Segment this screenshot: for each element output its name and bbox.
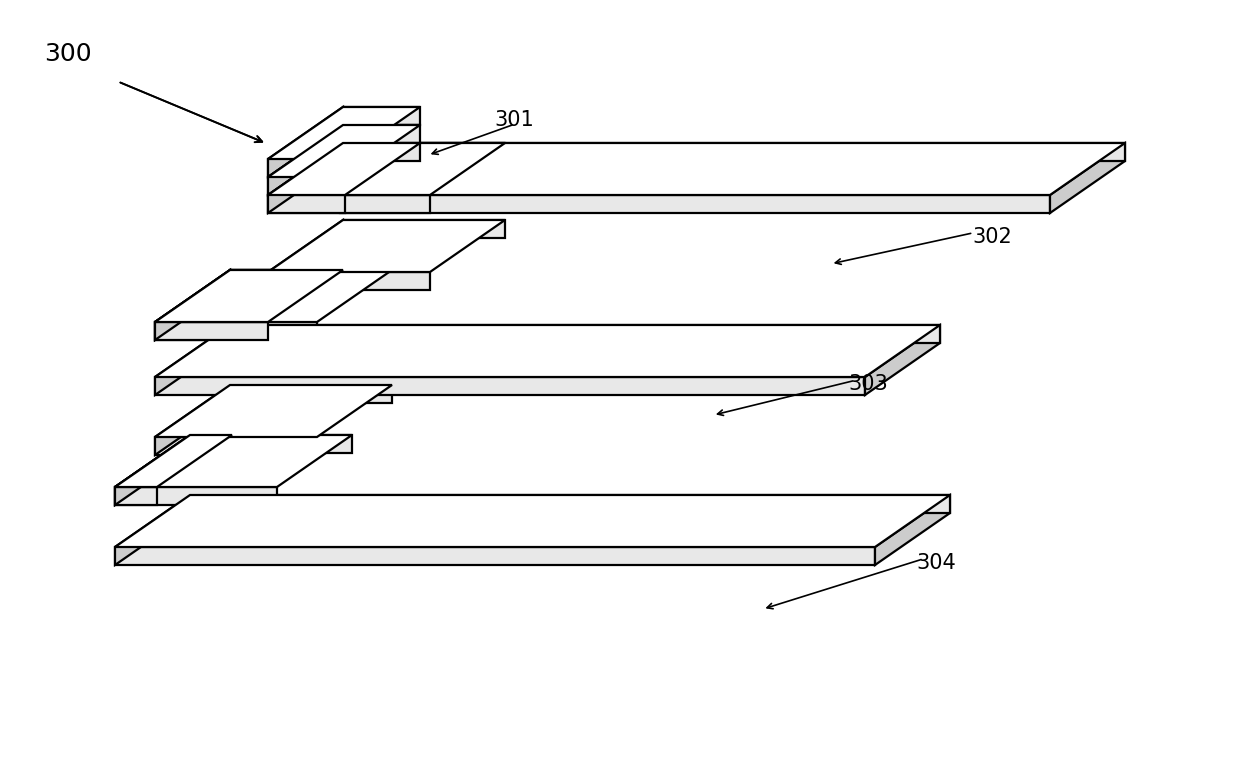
- Polygon shape: [268, 107, 420, 159]
- Polygon shape: [155, 437, 317, 455]
- Polygon shape: [115, 435, 190, 505]
- Polygon shape: [155, 270, 229, 340]
- Text: 302: 302: [972, 227, 1012, 247]
- Polygon shape: [155, 270, 343, 322]
- Polygon shape: [268, 107, 343, 177]
- Polygon shape: [155, 377, 866, 395]
- Polygon shape: [268, 125, 343, 195]
- Polygon shape: [268, 143, 343, 213]
- Polygon shape: [115, 435, 352, 487]
- Polygon shape: [155, 322, 317, 340]
- Polygon shape: [340, 195, 1050, 213]
- Polygon shape: [155, 270, 392, 322]
- Polygon shape: [190, 495, 950, 513]
- Polygon shape: [268, 220, 505, 272]
- Polygon shape: [190, 435, 232, 453]
- Polygon shape: [268, 125, 420, 177]
- Polygon shape: [115, 495, 950, 547]
- Polygon shape: [155, 385, 392, 437]
- Polygon shape: [115, 487, 157, 505]
- Polygon shape: [268, 220, 343, 290]
- Polygon shape: [343, 125, 420, 143]
- Polygon shape: [268, 159, 345, 177]
- Polygon shape: [340, 143, 1125, 195]
- Polygon shape: [115, 435, 190, 505]
- Polygon shape: [268, 177, 345, 195]
- Polygon shape: [866, 325, 940, 395]
- Polygon shape: [155, 325, 940, 377]
- Polygon shape: [343, 143, 505, 161]
- Polygon shape: [115, 547, 875, 565]
- Polygon shape: [155, 270, 229, 340]
- Polygon shape: [115, 487, 277, 505]
- Polygon shape: [343, 143, 420, 161]
- Polygon shape: [875, 495, 950, 565]
- Polygon shape: [115, 435, 232, 487]
- Polygon shape: [229, 385, 392, 403]
- Polygon shape: [229, 270, 392, 288]
- Text: 303: 303: [848, 374, 888, 394]
- Polygon shape: [343, 107, 420, 125]
- Polygon shape: [229, 270, 343, 288]
- Polygon shape: [268, 272, 430, 290]
- Polygon shape: [268, 143, 505, 195]
- Polygon shape: [155, 322, 268, 340]
- Polygon shape: [155, 325, 229, 395]
- Polygon shape: [115, 495, 190, 565]
- Polygon shape: [268, 195, 430, 213]
- Polygon shape: [268, 195, 345, 213]
- Text: 301: 301: [495, 110, 534, 130]
- Text: 304: 304: [916, 553, 956, 573]
- Polygon shape: [190, 435, 352, 453]
- Polygon shape: [343, 220, 505, 238]
- Polygon shape: [415, 143, 1125, 161]
- Polygon shape: [229, 325, 940, 343]
- Polygon shape: [155, 385, 229, 455]
- Text: 300: 300: [45, 43, 92, 66]
- Polygon shape: [1050, 143, 1125, 213]
- Polygon shape: [268, 143, 420, 195]
